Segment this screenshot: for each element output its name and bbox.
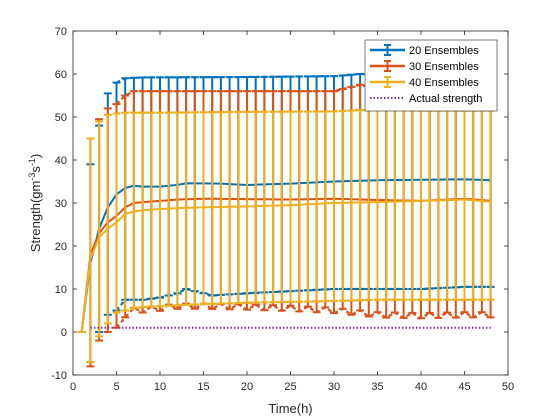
legend-label: 40 Ensembles — [409, 77, 479, 89]
x-tick-label: 25 — [284, 381, 296, 393]
y-tick-label: 70 — [55, 26, 67, 38]
legend-label: 20 Ensembles — [409, 45, 479, 57]
y-tick-label: 10 — [55, 284, 67, 296]
lower-envelope-line — [116, 298, 491, 314]
y-tick-label: 50 — [55, 112, 67, 124]
y-axis-label-sup1: -3 — [27, 173, 37, 181]
x-tick-label: 0 — [70, 381, 76, 393]
legend-item: 20 Ensembles — [370, 44, 479, 57]
x-tick-label: 50 — [502, 381, 514, 393]
legend-label: Actual strength — [409, 93, 482, 105]
legend-label: 30 Ensembles — [409, 61, 479, 73]
upper-envelope-line — [116, 72, 491, 84]
y-tick-label: 0 — [61, 327, 67, 339]
y-tick-label: 20 — [55, 241, 67, 253]
mean-line — [80, 178, 491, 333]
y-axis-label-mid: s — [28, 166, 43, 173]
y-tick-label: 30 — [55, 198, 67, 210]
x-tick-label: 15 — [197, 381, 209, 393]
y-axis-label: Strength(gm-3s-1) — [27, 154, 43, 252]
x-tick-label: 10 — [154, 381, 166, 393]
legend-item: 30 Ensembles — [370, 60, 479, 73]
x-axis-label: Time(h) — [268, 401, 312, 416]
x-tick-label: 30 — [328, 381, 340, 393]
legend-item: Actual strength — [370, 93, 482, 105]
x-tick-label: 5 — [113, 381, 119, 393]
y-axis-label-suffix: ) — [28, 154, 43, 158]
y-tick-label: 40 — [55, 155, 67, 167]
mean-line — [80, 198, 491, 333]
y-axis-label-prefix: Strength(gm — [28, 181, 43, 253]
legend-item: 40 Ensembles — [370, 76, 479, 89]
x-tick-label: 20 — [241, 381, 253, 393]
lower-envelope-line — [115, 302, 492, 329]
x-tick-label: 45 — [458, 381, 470, 393]
legend: 20 Ensembles 30 Ensembles 40 Ensembles Actu… — [364, 39, 498, 112]
series-40-ensembles — [77, 108, 495, 364]
x-tick-label: 35 — [371, 381, 383, 393]
legend-items: 20 Ensembles 30 Ensembles 40 Ensembles Actu… — [370, 44, 482, 105]
y-axis-label-sup2: -1 — [27, 158, 37, 166]
x-tick-label: 40 — [415, 381, 427, 393]
y-tick-label: 60 — [55, 69, 67, 81]
y-tick-label: -10 — [51, 370, 67, 382]
